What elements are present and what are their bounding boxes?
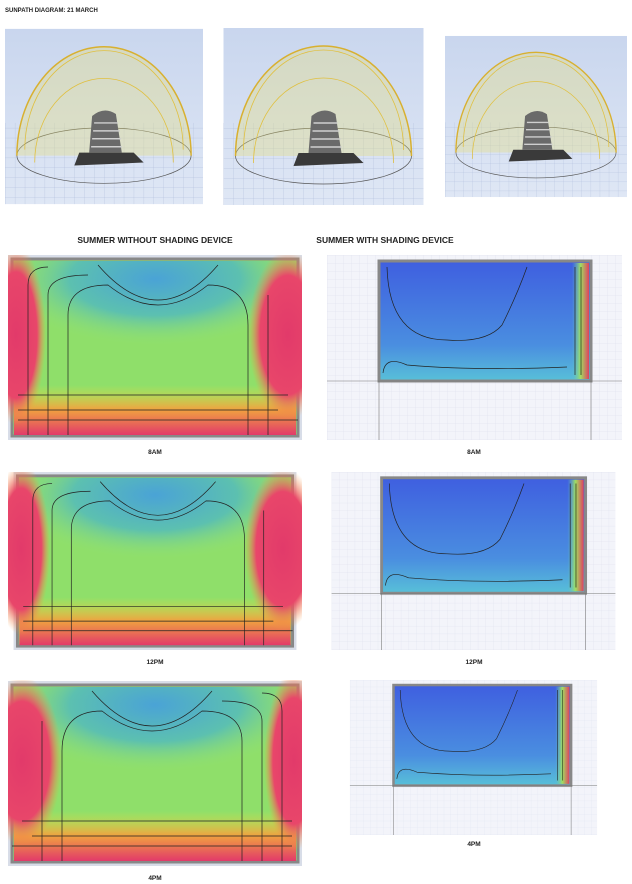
heatmap: [332, 472, 616, 650]
column-header: SUMMER WITH SHADING DEVICE: [316, 235, 454, 245]
heatmap: [327, 255, 622, 440]
title: SUNPATH DIAGRAM: 21 MARCH: [5, 8, 98, 14]
time-label: 8AM: [148, 449, 162, 456]
column-header: SUMMER WITHOUT SHADING DEVICE: [77, 235, 233, 245]
time-label: 4PM: [467, 841, 480, 848]
time-label: 8AM: [467, 449, 481, 456]
time-label: 12PM: [466, 659, 483, 666]
sunpath-8am: [5, 29, 203, 204]
sheet: SUNPATH DIAGRAM: 21 MARCH SUMMER WITHOUT…: [0, 0, 632, 884]
time-label: 4PM: [148, 875, 161, 882]
heatmap: [0, 671, 324, 866]
sunpath-4pm: [445, 36, 627, 197]
sunpath-noon: [224, 28, 424, 205]
heatmap: [0, 462, 321, 650]
time-label: 12PM: [147, 659, 164, 666]
heatmap: [0, 245, 328, 440]
page: SUNPATH DIAGRAM: 21 MARCH SUMMER WITHOUT…: [0, 0, 632, 884]
heatmap: [350, 680, 597, 835]
